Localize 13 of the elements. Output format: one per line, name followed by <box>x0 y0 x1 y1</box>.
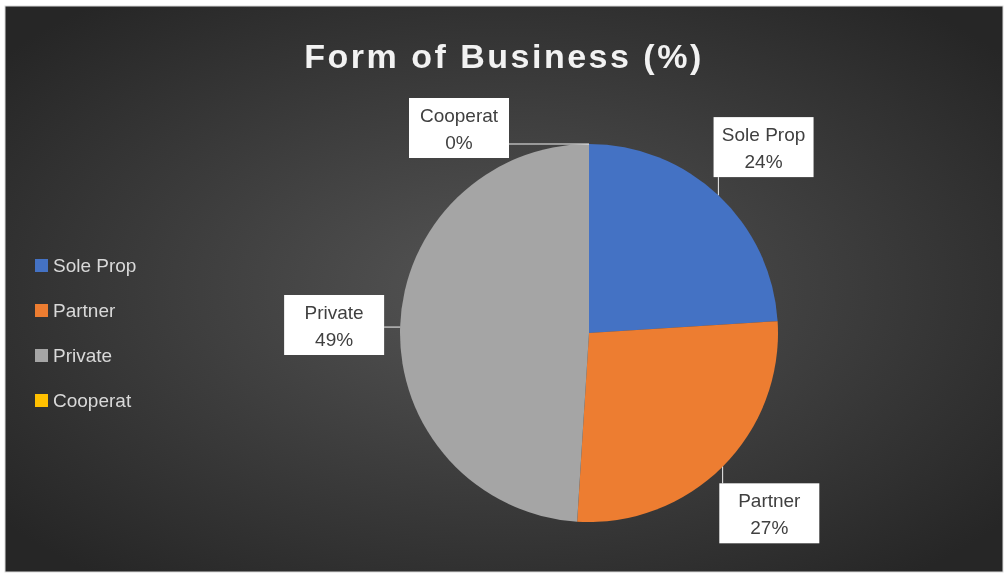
legend-label: Cooperat <box>53 390 132 411</box>
data-label: 24% <box>744 151 783 173</box>
legend-label: Private <box>53 345 113 366</box>
text: 0% <box>445 132 473 153</box>
category-label: Cooperat <box>419 105 499 126</box>
data-label: 49% <box>315 328 354 350</box>
slice-label: Sole Prop <box>721 124 806 146</box>
legend-label: Partner <box>53 300 116 321</box>
data-label: 27% <box>750 517 789 539</box>
legend-label: Sole Prop <box>53 255 137 276</box>
slice-label: Partner <box>738 490 802 512</box>
slice-label: Private <box>304 301 364 323</box>
chart-title: Form of Business (%) <box>304 37 704 75</box>
